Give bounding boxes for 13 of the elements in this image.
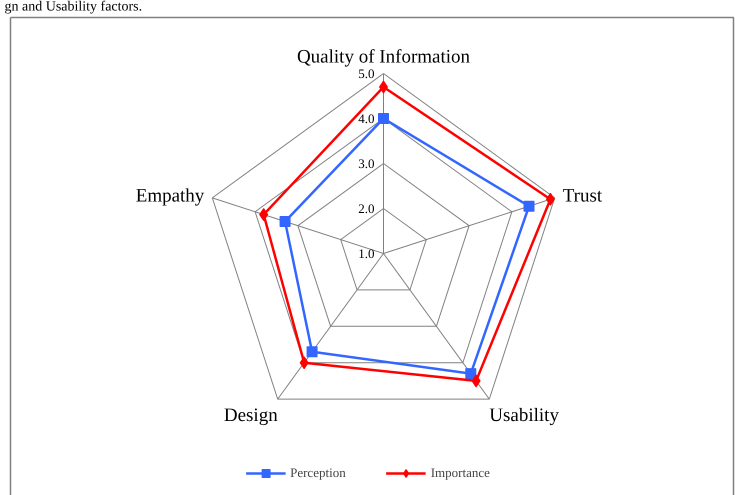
spoke-label: Usability <box>489 405 560 426</box>
y-tick-label: 5.0 <box>358 66 374 81</box>
spoke-label: Quality of Information <box>296 46 471 68</box>
y-tick-label: 1.0 <box>358 246 374 261</box>
y-tick-label: 4.0 <box>358 111 374 126</box>
legend-label: Perception <box>290 465 346 481</box>
spoke-label: Empathy <box>136 185 205 206</box>
spoke-label: Trust <box>562 185 603 206</box>
y-tick-label: 2.0 <box>358 201 374 216</box>
text: gn and Usability factors. <box>4 0 142 14</box>
y-tick-label: 3.0 <box>358 156 374 171</box>
spoke-label: Design <box>224 405 278 426</box>
legend-label: Importance <box>430 465 490 481</box>
